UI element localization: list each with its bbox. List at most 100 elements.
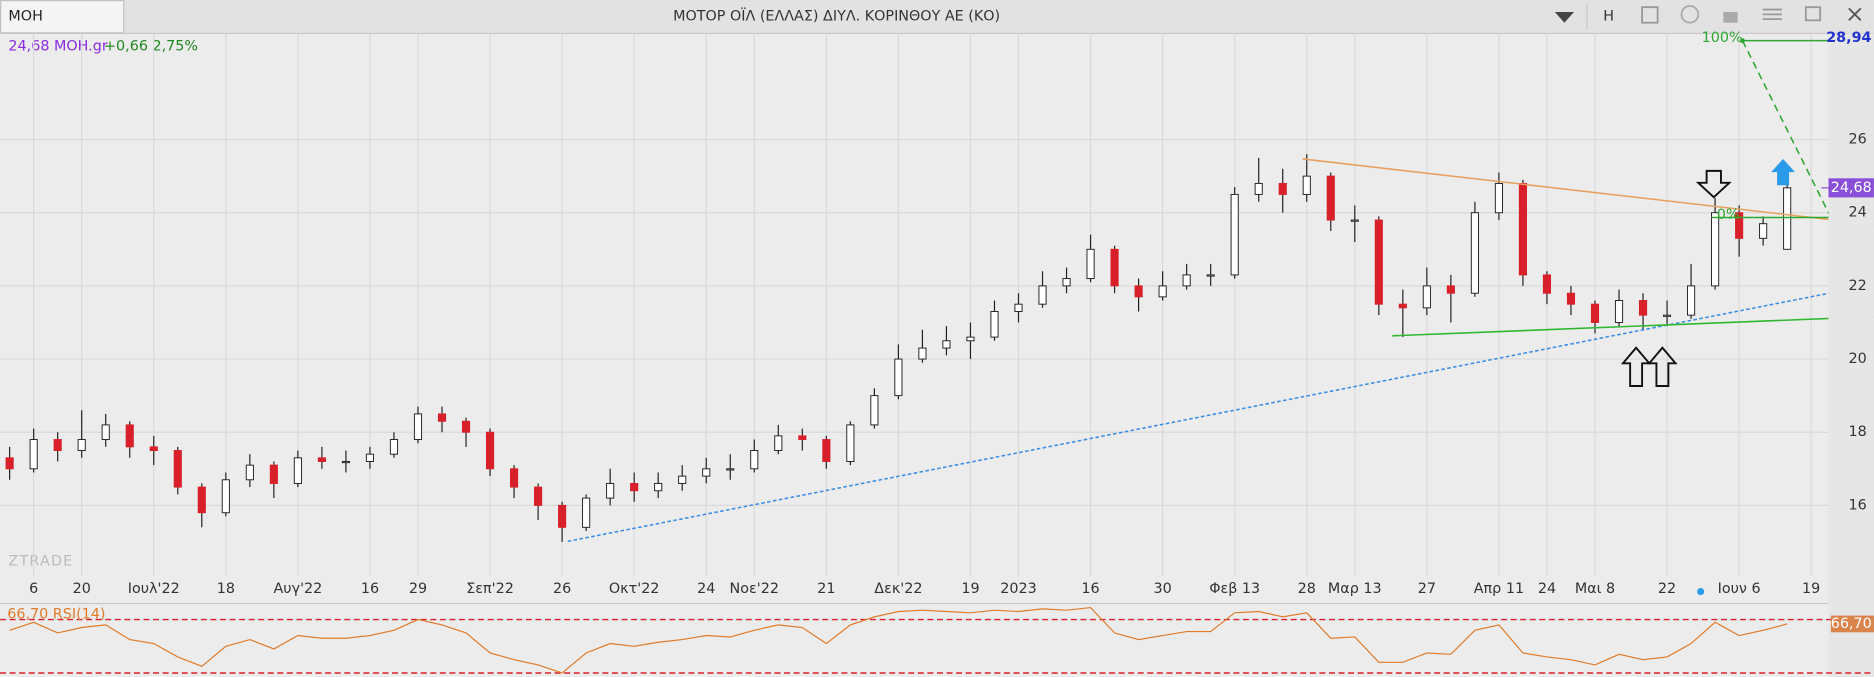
candle-body bbox=[1326, 175, 1335, 221]
x-tick-label: Ιουλ'22 bbox=[128, 581, 180, 597]
rsi-value-label: 66,70 bbox=[1831, 616, 1872, 632]
candle-body bbox=[5, 457, 14, 470]
x-tick-label: 22 bbox=[1658, 581, 1676, 597]
x-tick-label: 24 bbox=[697, 581, 715, 597]
candle-body bbox=[870, 395, 879, 426]
candle-body bbox=[1398, 303, 1407, 309]
candle-body bbox=[510, 468, 519, 488]
candle-body bbox=[365, 453, 375, 462]
candle-body bbox=[534, 486, 543, 506]
x-tick-label: Νοε'22 bbox=[730, 581, 779, 597]
y-tick-label: 24 bbox=[1849, 205, 1867, 221]
candle-body bbox=[1422, 285, 1431, 309]
candle-body bbox=[1302, 175, 1311, 195]
candle-body bbox=[485, 431, 495, 470]
candle-body bbox=[1374, 219, 1383, 305]
candle-body bbox=[702, 468, 711, 477]
change: +0,66 2,75% bbox=[104, 39, 198, 55]
x-tick-label: Φεβ 13 bbox=[1209, 581, 1260, 597]
candle-body bbox=[1542, 274, 1552, 294]
candle-body bbox=[894, 358, 903, 397]
candle-body bbox=[341, 461, 350, 464]
candle-body bbox=[1206, 274, 1215, 277]
candle-body bbox=[53, 439, 62, 451]
candle-body bbox=[1590, 303, 1600, 323]
candle-body bbox=[1038, 285, 1047, 305]
candle-body bbox=[630, 482, 639, 492]
dropdown-icon[interactable] bbox=[1554, 11, 1574, 23]
projection-point bbox=[1740, 38, 1745, 44]
x-tick-label: 6 bbox=[29, 581, 38, 597]
candle-body bbox=[1662, 314, 1672, 317]
candle-body bbox=[966, 336, 975, 342]
x-tick-label: 28 bbox=[1298, 581, 1316, 597]
y-tick-label: 18 bbox=[1849, 424, 1867, 440]
candle-body bbox=[437, 413, 447, 422]
candle-body bbox=[942, 340, 951, 349]
candle-body bbox=[582, 497, 591, 528]
chat-icon[interactable] bbox=[1680, 5, 1700, 24]
restore-icon[interactable] bbox=[1804, 6, 1822, 22]
y-tick-label: 26 bbox=[1849, 132, 1867, 148]
candle-body bbox=[678, 475, 687, 484]
candle-body bbox=[125, 424, 134, 448]
y-tick-label: 20 bbox=[1849, 351, 1867, 367]
candle-body bbox=[245, 464, 254, 481]
projection-line bbox=[1741, 40, 1832, 218]
candle-body bbox=[726, 468, 735, 471]
candle-body bbox=[1735, 212, 1744, 239]
x-tick-label: 20 bbox=[73, 581, 91, 597]
x-tick-label: Οκτ'22 bbox=[609, 581, 660, 597]
x-tick-label: 2023 bbox=[1000, 581, 1036, 597]
chart-title: ΜΟΤΟΡ ΟΪΛ (ΕΛΛΑΣ) ΔΙΥΛ. ΚΟΡΙΝΘΟΥ ΑΕ (ΚΟ) bbox=[673, 7, 1000, 25]
quote: 24,68 MOH.gr bbox=[8, 39, 107, 55]
rsi-value-box bbox=[1830, 615, 1874, 633]
candle-body bbox=[1518, 182, 1527, 276]
candle-body bbox=[1014, 303, 1023, 312]
lock-icon[interactable] bbox=[1723, 11, 1738, 23]
candle-body bbox=[654, 482, 663, 492]
close-icon[interactable] bbox=[1848, 7, 1862, 21]
annotation: 100% bbox=[1702, 30, 1743, 46]
candle-body bbox=[1783, 187, 1792, 250]
x-tick-label: 19 bbox=[1802, 581, 1820, 597]
candle-body bbox=[1182, 274, 1191, 287]
menu-icon[interactable] bbox=[1762, 8, 1782, 21]
arrow-up bbox=[1620, 346, 1652, 387]
candle-body bbox=[293, 457, 302, 484]
trend-line bbox=[1302, 158, 1874, 226]
x-tick-label: Μαι 8 bbox=[1575, 581, 1615, 597]
x-tick-label: 27 bbox=[1418, 581, 1436, 597]
x-tick-label: 19 bbox=[961, 581, 979, 597]
x-tick-label: 24 bbox=[1538, 581, 1556, 597]
candle-body bbox=[29, 439, 38, 470]
x-tick-label: Ιουν 6 bbox=[1718, 581, 1761, 597]
candle-body bbox=[101, 424, 110, 441]
annotation: 0% bbox=[1717, 207, 1740, 223]
candle-body bbox=[197, 486, 206, 514]
candle-body bbox=[1446, 285, 1455, 294]
rsi-label: 66,70 RSI(14) bbox=[7, 606, 105, 622]
candle-body bbox=[1110, 248, 1119, 287]
target-label: 28,94 bbox=[1826, 30, 1871, 46]
symbol: MOH bbox=[8, 9, 42, 25]
x-tick-label: 29 bbox=[409, 581, 427, 597]
candle-body bbox=[846, 424, 855, 462]
symbol-box[interactable] bbox=[0, 0, 125, 34]
candle-body bbox=[317, 457, 326, 462]
layout-icon[interactable] bbox=[1641, 6, 1659, 24]
candle-body bbox=[461, 420, 471, 433]
last-price-box bbox=[1828, 178, 1874, 198]
marks bbox=[5, 154, 1792, 542]
x-tick-label: Σεπ'22 bbox=[466, 581, 514, 597]
x-tick-label: 16 bbox=[1081, 581, 1099, 597]
button-h[interactable]: H bbox=[1603, 9, 1614, 25]
x-tick-label: 21 bbox=[817, 581, 835, 597]
candle-body bbox=[918, 347, 927, 360]
candle-body bbox=[413, 413, 423, 441]
candle-body bbox=[1158, 285, 1167, 298]
x-tick-label: Αυγ'22 bbox=[274, 581, 323, 597]
candle-body bbox=[774, 435, 783, 451]
